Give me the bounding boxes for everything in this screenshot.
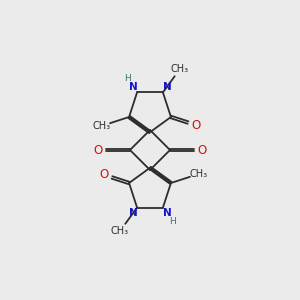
Text: CH₃: CH₃	[92, 121, 111, 131]
Text: O: O	[100, 169, 109, 182]
Text: CH₃: CH₃	[189, 169, 208, 179]
Text: CH₃: CH₃	[171, 64, 189, 74]
Text: H: H	[169, 217, 176, 226]
Text: N: N	[129, 208, 137, 218]
Text: O: O	[93, 143, 103, 157]
Text: O: O	[197, 143, 207, 157]
Text: N: N	[163, 82, 171, 92]
Text: H: H	[124, 74, 131, 83]
Text: CH₃: CH₃	[111, 226, 129, 236]
Text: O: O	[191, 118, 200, 131]
Text: N: N	[163, 208, 171, 218]
Text: N: N	[129, 82, 137, 92]
